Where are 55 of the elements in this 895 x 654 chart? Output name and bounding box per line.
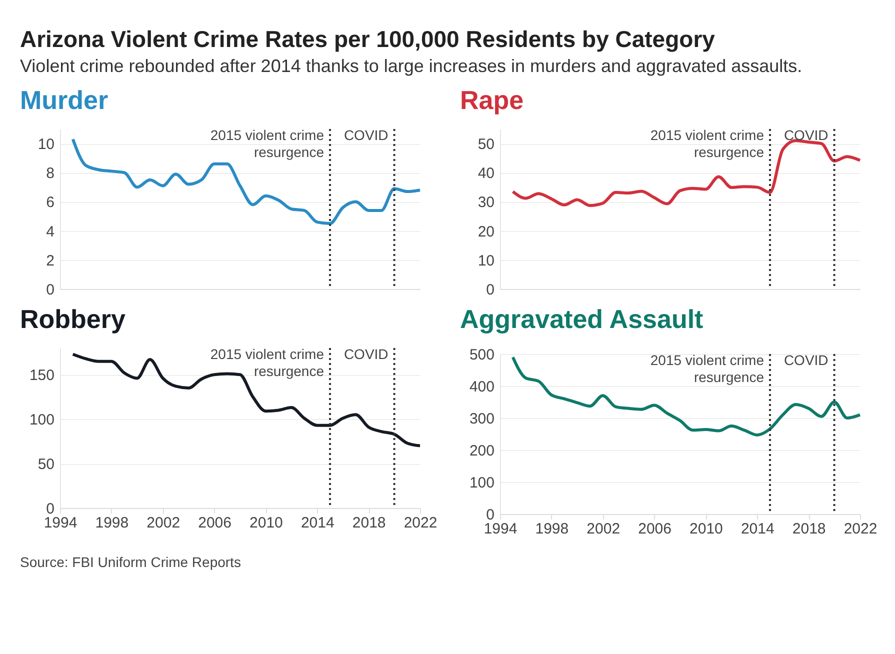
x-tick-label: 2006 bbox=[638, 520, 672, 538]
y-tick-label: 4 bbox=[46, 223, 54, 240]
line-series bbox=[511, 139, 862, 208]
chart-title: Aggravated Assault bbox=[460, 304, 704, 334]
y-tick-label: 30 bbox=[478, 194, 494, 212]
y-tick-label: 100 bbox=[469, 474, 494, 492]
ref-line-label: 2015 violent crime resurgence bbox=[650, 127, 764, 160]
y-tick-label: 0 bbox=[486, 506, 494, 524]
text: Violent crime rebounded after 2014 thanks to large increases in murders and aggravated assaults. bbox=[20, 55, 804, 78]
y-tick-label: 20 bbox=[478, 223, 494, 240]
x-tick-label: 2022 bbox=[844, 520, 878, 538]
ref-line-label: 2015 violent crime resurgence bbox=[650, 352, 764, 385]
x-tick-label: 2006 bbox=[198, 514, 232, 532]
y-tick-label: 10 bbox=[478, 252, 494, 270]
y-tick-label: 0 bbox=[46, 282, 54, 298]
x-tick-label: 1998 bbox=[535, 520, 569, 538]
chart-title: Robbery bbox=[20, 304, 126, 334]
y-tick-label: 50 bbox=[38, 456, 54, 474]
y-tick-label: 200 bbox=[469, 442, 494, 460]
ref-line-label: COVID bbox=[784, 127, 828, 143]
y-tick-label: 40 bbox=[478, 165, 494, 182]
line-series bbox=[511, 356, 862, 436]
x-tick-label: 2014 bbox=[740, 520, 774, 538]
ref-line-label: COVID bbox=[784, 352, 828, 368]
x-tick-label: 1994 bbox=[44, 514, 78, 532]
source-note: Source: FBI Uniform Crime Reports bbox=[20, 554, 242, 570]
x-tick-label: 2010 bbox=[250, 514, 283, 532]
y-tick-label: 10 bbox=[38, 136, 54, 154]
y-tick-label: 0 bbox=[486, 282, 494, 298]
y-tick-label: 500 bbox=[469, 346, 494, 364]
y-tick-label: 6 bbox=[46, 194, 54, 212]
x-tick-label: 1994 bbox=[484, 520, 518, 538]
ref-line-label: COVID bbox=[344, 127, 388, 143]
x-tick-label: 2002 bbox=[146, 514, 180, 532]
text: Arizona Violent Crime Rates per 100,000 Residents by Category bbox=[20, 26, 716, 53]
y-tick-label: 8 bbox=[46, 165, 54, 182]
x-tick-label: 2018 bbox=[792, 520, 826, 538]
y-tick-label: 50 bbox=[478, 136, 494, 154]
y-tick-label: 100 bbox=[29, 412, 54, 429]
y-tick-label: 0 bbox=[46, 500, 54, 518]
x-tick-label: 1998 bbox=[95, 514, 129, 532]
chart-title: Rape bbox=[460, 85, 524, 115]
x-tick-label: 2010 bbox=[690, 520, 723, 538]
chart-title: Murder bbox=[20, 85, 108, 115]
x-tick-label: 2002 bbox=[586, 520, 620, 538]
x-tick-label: 2014 bbox=[300, 514, 334, 532]
ref-line-label: 2015 violent crime resurgence bbox=[210, 346, 324, 379]
ref-line-label: 2015 violent crime resurgence bbox=[210, 127, 324, 160]
y-tick-label: 300 bbox=[469, 410, 494, 428]
y-tick-label: 2 bbox=[46, 252, 54, 270]
x-tick-label: 2018 bbox=[352, 514, 386, 532]
y-tick-label: 400 bbox=[469, 378, 494, 396]
y-tick-label: 150 bbox=[29, 367, 54, 384]
x-tick-label: 2022 bbox=[404, 514, 438, 532]
ref-line-label: COVID bbox=[344, 346, 388, 362]
